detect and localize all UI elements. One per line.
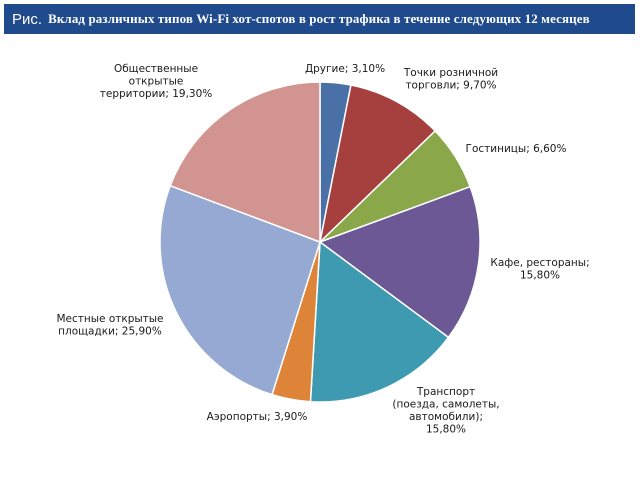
slice-label-3: Гостиницы; 6,60% <box>466 143 567 155</box>
slice-label-5: Транспорт (поезда, самолеты, автомобили); 1… <box>392 386 499 436</box>
pie-slice-5 <box>309 240 450 403</box>
pie-slice-8 <box>169 81 321 244</box>
slice-label-line: торговли; 9,70% <box>405 80 496 92</box>
slice-label-line: территории; 19,30% <box>100 88 213 100</box>
slice-label-1: Другие; 3,10% <box>305 63 385 75</box>
slice-label-2: Точки розничной торговли; 9,70% <box>403 67 498 92</box>
slice-label-line: (поезда, самолеты, <box>392 399 499 411</box>
slice-label-line: Точки розничной <box>403 67 498 79</box>
slice-label-line: Гостиницы; 6,60% <box>466 143 567 155</box>
pie-slice-7 <box>159 184 321 396</box>
slice-label-8: Общественные открытые территории; 19,30% <box>100 63 213 100</box>
slice-label-line: 15,80% <box>520 270 560 282</box>
slice-label-line: Аэропорты; 3,90% <box>207 411 308 423</box>
slice-label-6: Аэропорты; 3,90% <box>207 411 308 423</box>
slice-label-line: Транспорт <box>416 386 475 398</box>
figure-prefix: Рис. <box>12 10 43 28</box>
chart-title: Вклад различных типов Wi-Fi хот-спотов в… <box>48 11 590 26</box>
figure-header: Рис. Вклад различных типов Wi-Fi хот-спо… <box>4 4 635 34</box>
slice-label-line: Местные открытые <box>56 313 163 325</box>
slice-label-line: автомобили); <box>409 411 483 423</box>
pie-slice-2 <box>318 84 437 245</box>
slice-label-7: Местные открытые площадки; 25,90% <box>56 313 163 338</box>
slice-label-4: Кафе, рестораны; 15,80% <box>490 257 589 282</box>
slice-label-line: открытые <box>129 76 184 88</box>
slice-label-line: площадки; 25,90% <box>58 326 162 338</box>
pie-slice-4 <box>318 185 481 339</box>
slice-label-line: 15,80% <box>426 424 466 436</box>
slice-label-line: Общественные <box>114 63 198 75</box>
slice-label-line: Другие; 3,10% <box>305 63 385 75</box>
slice-label-line: Кафе, рестораны; <box>490 257 589 269</box>
